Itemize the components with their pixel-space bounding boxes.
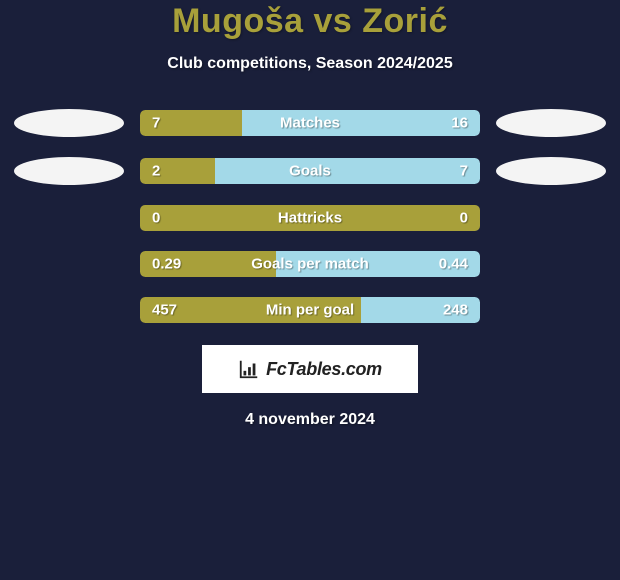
stat-bar: 0.29 0.44 Goals per match bbox=[140, 251, 480, 277]
stat-row: 457 248 Min per goal bbox=[0, 297, 620, 323]
stat-left-value: 2 bbox=[152, 163, 160, 180]
stat-right-value: 7 bbox=[460, 163, 468, 180]
page-title: Mugoša vs Zorić bbox=[172, 2, 448, 41]
branding-badge: FcTables.com bbox=[202, 345, 418, 393]
stat-label: Hattricks bbox=[278, 210, 342, 227]
player-right-marker bbox=[496, 109, 606, 137]
player-right-marker bbox=[496, 157, 606, 185]
spacer bbox=[14, 205, 124, 231]
stat-label: Goals per match bbox=[251, 256, 369, 273]
date-label: 4 november 2024 bbox=[245, 411, 375, 429]
comparison-infographic: Mugoša vs Zorić Club competitions, Seaso… bbox=[0, 0, 620, 580]
bar-right-fill bbox=[242, 110, 480, 136]
stat-label: Goals bbox=[289, 163, 331, 180]
stat-bar: 7 16 Matches bbox=[140, 110, 480, 136]
spacer bbox=[496, 205, 606, 231]
bar-right-fill bbox=[215, 158, 480, 184]
stat-right-value: 0 bbox=[460, 210, 468, 227]
stat-rows: 7 16 Matches 2 7 Goals 0 0 Hattricks 0.29 0.44 Goal… bbox=[0, 109, 620, 323]
stat-right-value: 16 bbox=[451, 115, 468, 132]
stat-left-value: 0 bbox=[152, 210, 160, 227]
stat-bar: 457 248 Min per goal bbox=[140, 297, 480, 323]
stat-row: 7 16 Matches bbox=[0, 109, 620, 137]
chart-icon bbox=[238, 358, 260, 380]
stat-right-value: 248 bbox=[443, 302, 468, 319]
stat-label: Min per goal bbox=[266, 302, 354, 319]
stat-row: 0 0 Hattricks bbox=[0, 205, 620, 231]
stat-bar: 0 0 Hattricks bbox=[140, 205, 480, 231]
stat-left-value: 0.29 bbox=[152, 256, 181, 273]
stat-bar: 2 7 Goals bbox=[140, 158, 480, 184]
stat-label: Matches bbox=[280, 115, 340, 132]
branding-text: FcTables.com bbox=[266, 359, 382, 380]
stat-left-value: 7 bbox=[152, 115, 160, 132]
player-left-marker bbox=[14, 109, 124, 137]
player-left-marker bbox=[14, 157, 124, 185]
stat-row: 2 7 Goals bbox=[0, 157, 620, 185]
spacer bbox=[496, 251, 606, 277]
stat-left-value: 457 bbox=[152, 302, 177, 319]
spacer bbox=[496, 297, 606, 323]
stat-right-value: 0.44 bbox=[439, 256, 468, 273]
spacer bbox=[14, 297, 124, 323]
stat-row: 0.29 0.44 Goals per match bbox=[0, 251, 620, 277]
subtitle: Club competitions, Season 2024/2025 bbox=[167, 55, 452, 73]
spacer bbox=[14, 251, 124, 277]
